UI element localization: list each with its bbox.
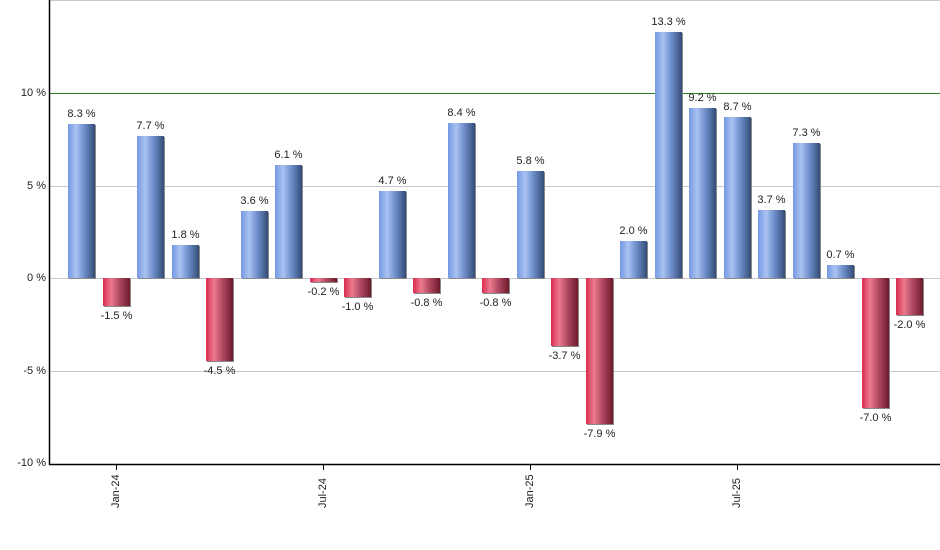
bar-Mar-25 <box>586 278 613 425</box>
value-label: 7.3 % <box>792 126 821 139</box>
bar-Jan-25 <box>517 170 544 278</box>
bar-Mar-24 <box>172 244 199 278</box>
value-label: 7.7 % <box>136 119 165 132</box>
x-tick-label: Jul-24 <box>316 478 329 508</box>
value-label: -0.8 % <box>410 296 443 309</box>
value-label: 9.2 % <box>688 91 717 104</box>
value-label: -1.5 % <box>100 309 133 322</box>
bar-Jul-25 <box>724 117 751 278</box>
value-label: 5.8 % <box>516 154 545 167</box>
bar-Sep-24 <box>379 191 406 278</box>
y-tick-label: 5 % <box>27 179 46 192</box>
bar-May-25 <box>655 31 682 278</box>
y-tick-label: 0 % <box>27 271 46 284</box>
value-label: 8.7 % <box>723 101 752 114</box>
y-tick-label: -5 % <box>23 364 46 377</box>
x-tick-label: Jan-24 <box>109 474 122 508</box>
bar-Dec-25 <box>896 278 923 315</box>
value-label: -0.2 % <box>307 285 340 298</box>
bar-May-24 <box>241 211 268 278</box>
value-label: 3.7 % <box>757 193 786 206</box>
bar-Apr-24 <box>206 278 233 362</box>
bar-Oct-25 <box>827 265 854 278</box>
bar-Dec-23 <box>68 124 95 278</box>
value-label: -3.7 % <box>548 350 581 363</box>
value-label: -2.0 % <box>893 319 926 331</box>
x-tick-label: Jul-25 <box>730 478 743 508</box>
value-label: 3.6 % <box>240 195 269 208</box>
value-label: 4.7 % <box>378 175 407 188</box>
y-tick-label: 10 % <box>20 86 46 99</box>
bar-Dec-24 <box>482 278 509 293</box>
bar-Jan-24 <box>103 278 130 306</box>
value-label: -1.0 % <box>341 300 374 313</box>
y-tick-label: -10 % <box>17 456 46 469</box>
value-label: -4.5 % <box>203 365 236 378</box>
value-label: 2.0 % <box>619 225 648 237</box>
x-tick-label: Jan-25 <box>523 474 536 508</box>
bar-Feb-24 <box>137 135 164 278</box>
value-label: 1.8 % <box>171 228 200 241</box>
bar-Apr-25 <box>620 241 647 278</box>
bar-Nov-24 <box>448 122 475 278</box>
bar-Jun-25 <box>689 107 716 278</box>
value-label: -7.9 % <box>583 428 616 441</box>
value-label: 0.7 % <box>826 249 855 262</box>
value-label: -7.0 % <box>859 411 892 424</box>
value-label: 6.1 % <box>274 149 303 162</box>
bar-Sep-25 <box>793 142 820 278</box>
bar-Aug-24 <box>344 278 371 297</box>
bar-Aug-25 <box>758 209 785 278</box>
bar-Feb-25 <box>551 278 578 347</box>
value-label: 8.3 % <box>67 108 96 121</box>
bar-Nov-25 <box>862 278 889 408</box>
bar-Oct-24 <box>413 278 440 293</box>
value-label: -0.8 % <box>479 296 512 309</box>
bar-Jul-24 <box>310 278 337 282</box>
bar-Jun-24 <box>275 165 302 278</box>
value-label: 13.3 % <box>651 15 686 28</box>
value-label: 8.4 % <box>447 106 476 119</box>
